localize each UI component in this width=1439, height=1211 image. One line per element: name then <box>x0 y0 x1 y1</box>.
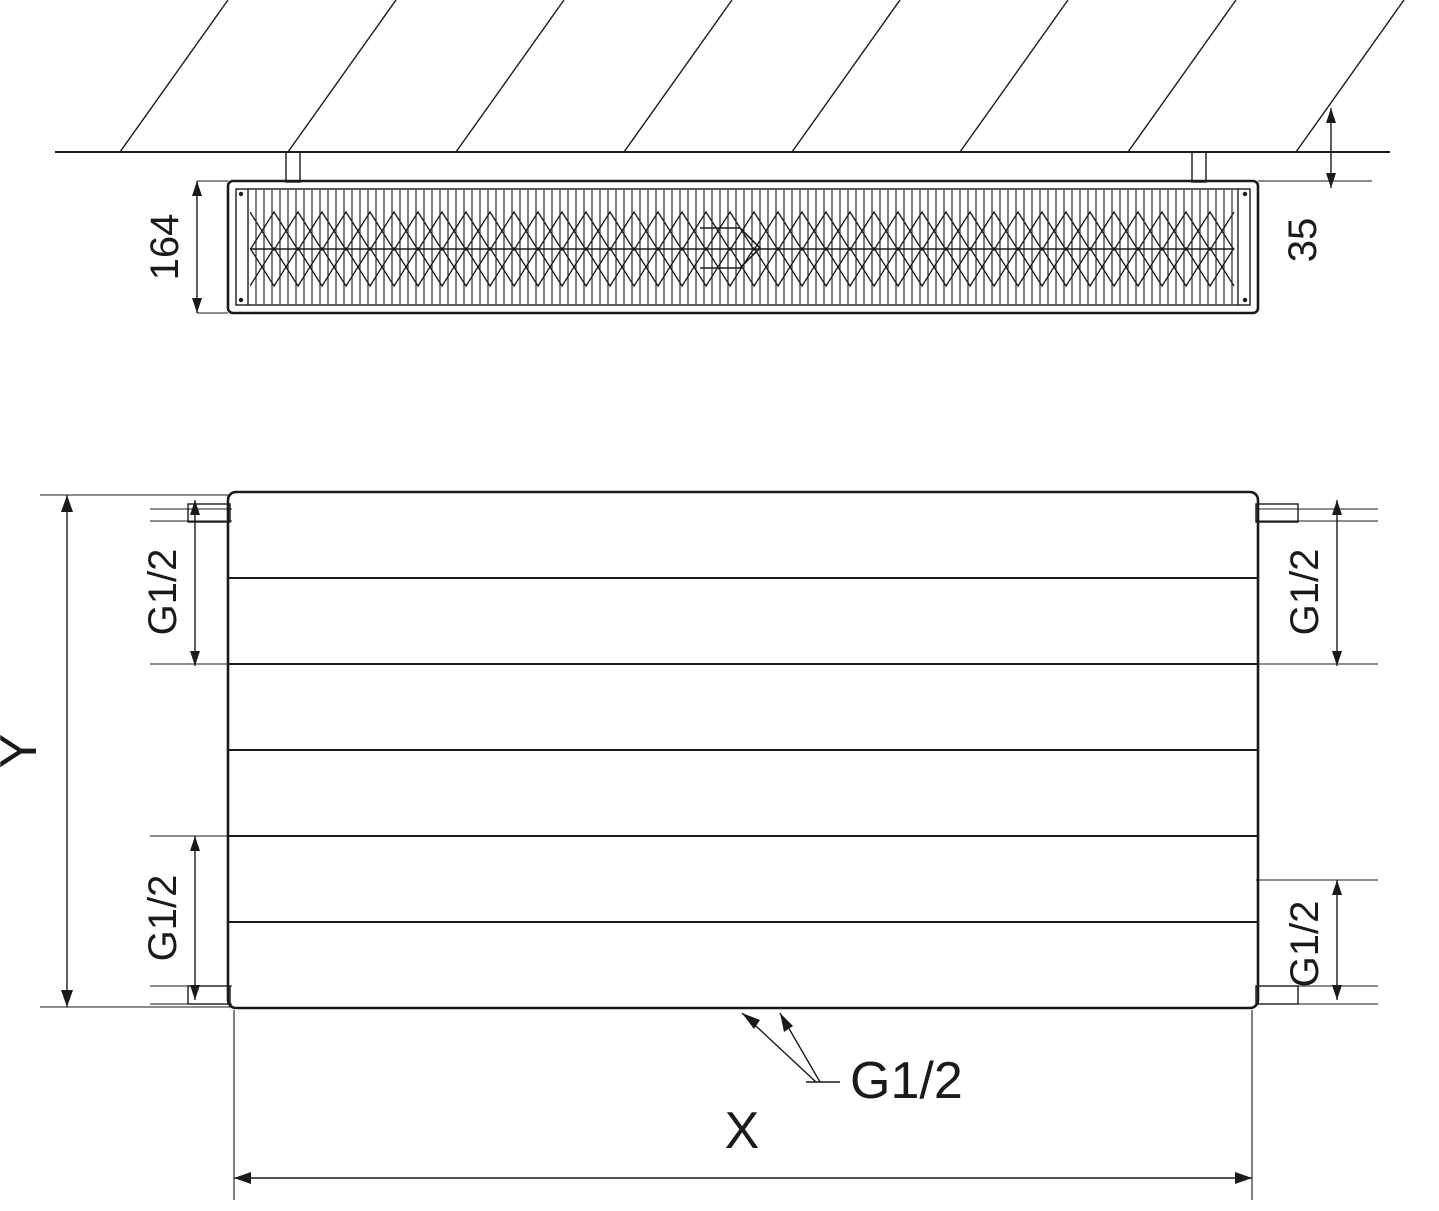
label-g12-top-right: G1/2 <box>1256 500 1378 666</box>
dimension-164: 164 <box>143 180 228 314</box>
label-g12-bottom-left: G1/2 <box>141 835 232 1005</box>
dimension-35-label: 35 <box>1281 218 1325 263</box>
label-g12-bottom-left-text: G1/2 <box>141 875 185 962</box>
label-g12-top-left: G1/2 <box>141 500 232 666</box>
label-g12-bottom-center-text: G1/2 <box>850 1052 963 1110</box>
radiator-front-panel <box>226 490 1260 1010</box>
label-g12-top-left-text: G1/2 <box>141 549 185 636</box>
dimension-X: X <box>233 1010 1253 1200</box>
label-g12-bottom-right: G1/2 <box>1256 879 1378 1005</box>
dimension-X-label: X <box>725 1102 760 1160</box>
dimension-164-label: 164 <box>143 214 187 281</box>
front-view: Y X G1/2 <box>0 490 1378 1200</box>
label-g12-top-right-text: G1/2 <box>1283 549 1327 636</box>
dimension-Y: Y <box>0 494 230 1008</box>
dimension-35: 35 <box>1258 108 1372 262</box>
label-g12-bottom-center: G1/2 <box>741 1012 963 1110</box>
convector-fins <box>250 190 1235 304</box>
label-g12-bottom-right-text: G1/2 <box>1283 901 1327 988</box>
radiator-section-body <box>226 179 1260 315</box>
dimension-Y-label: Y <box>0 734 48 769</box>
top-section-view: 164 35 <box>55 0 1405 315</box>
wall-hatching <box>55 0 1405 153</box>
wall-brackets <box>285 151 1207 183</box>
